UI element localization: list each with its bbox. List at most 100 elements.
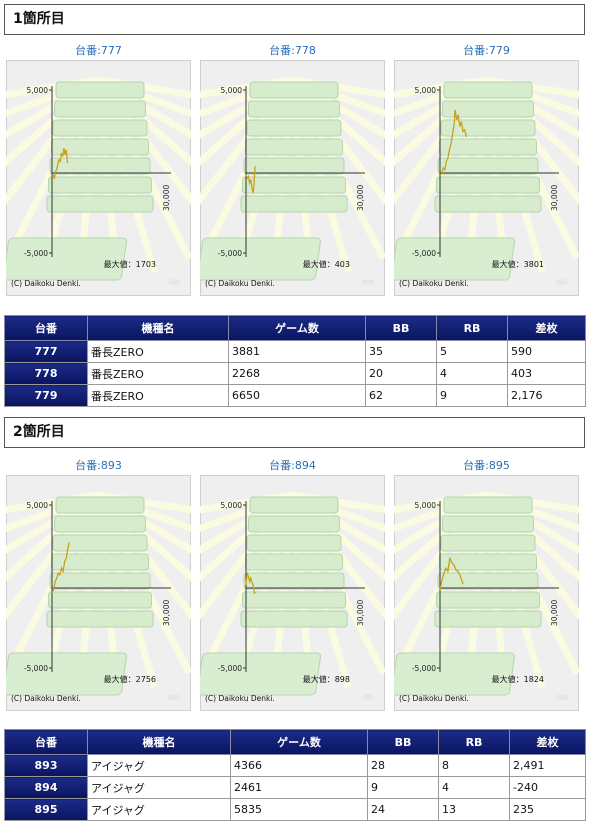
decor-panel xyxy=(440,119,536,137)
y-tick-label: -5,000 xyxy=(24,249,48,258)
decor-panel xyxy=(442,515,534,533)
table-row: 778 番長ZERO 2268 20 4 403 xyxy=(4,362,586,385)
cell-number[interactable]: 895 xyxy=(4,798,88,821)
x-tick-label: 30,000 xyxy=(356,600,365,626)
decor-ball xyxy=(556,279,568,285)
cell-model: アイジャグ xyxy=(87,798,231,821)
table-row: 779 番長ZERO 6650 62 9 2,176 xyxy=(4,384,586,407)
max-value-label: 最大値：3801 xyxy=(492,259,544,269)
copyright-label: (C) Daikoku Denki. xyxy=(399,279,469,288)
decor-panel xyxy=(54,515,146,533)
x-tick-label: 30,000 xyxy=(162,185,171,211)
cell-number[interactable]: 893 xyxy=(4,754,88,777)
y-tick-label: -5,000 xyxy=(412,249,436,258)
decor-panel xyxy=(54,100,146,118)
decor-panel xyxy=(440,534,536,552)
header-model: 機種名 xyxy=(87,315,229,341)
cell-games: 5835 xyxy=(230,798,368,821)
header-games: ゲーム数 xyxy=(228,315,366,341)
copyright-label: (C) Daikoku Denki. xyxy=(11,694,81,703)
cell-number[interactable]: 779 xyxy=(4,384,88,407)
series-line xyxy=(245,572,257,595)
decor-base xyxy=(394,652,515,696)
decor-panel xyxy=(240,610,348,628)
header-rb: RB xyxy=(436,315,508,341)
cell-number[interactable]: 778 xyxy=(4,362,88,385)
series-line xyxy=(439,109,468,176)
decor-panel xyxy=(246,119,342,137)
chart-svg: 5,000 -5,000 30,000 最大値：1703 (C) Daikoku Den… xyxy=(6,60,191,296)
chart-label: 台番:778 xyxy=(269,44,316,57)
decor-base xyxy=(200,237,321,281)
y-tick-label: 5,000 xyxy=(415,501,437,510)
chart-svg: 5,000 -5,000 30,000 最大値：403 (C) Daikoku Denk… xyxy=(200,60,385,296)
decor-base xyxy=(394,237,515,281)
decor-ball xyxy=(362,694,374,700)
cell-model: 番長ZERO xyxy=(87,340,229,363)
cell-rb: 4 xyxy=(436,362,508,385)
cell-diff: 403 xyxy=(507,362,586,385)
cell-model: アイジャグ xyxy=(87,776,231,799)
decor-panel xyxy=(248,515,340,533)
results-table-1: 台番 機種名 ゲーム数 BB RB 差枚 777 番長ZERO 3881 35 … xyxy=(4,315,586,407)
decor-panel xyxy=(52,119,148,137)
series-line xyxy=(51,542,70,594)
header-number: 台番 xyxy=(4,315,88,341)
cell-bb: 62 xyxy=(365,384,437,407)
max-value-label: 最大値：1703 xyxy=(104,259,156,269)
decor-panel xyxy=(243,572,345,590)
cell-games: 2268 xyxy=(228,362,366,385)
header-bb: BB xyxy=(365,315,437,341)
header-diff: 差枚 xyxy=(509,729,586,755)
max-value-label: 最大値：2756 xyxy=(104,674,156,684)
y-tick-label: 5,000 xyxy=(27,501,49,510)
copyright-label: (C) Daikoku Denki. xyxy=(399,694,469,703)
cell-games: 6650 xyxy=(228,384,366,407)
y-tick-label: -5,000 xyxy=(218,664,242,673)
decor-panel xyxy=(46,610,154,628)
cell-model: 番長ZERO xyxy=(87,362,229,385)
cell-games: 2461 xyxy=(230,776,368,799)
decor-panel xyxy=(52,534,148,552)
decor-ball xyxy=(362,279,374,285)
decor-ball xyxy=(168,694,180,700)
cell-diff: 2,491 xyxy=(509,754,586,777)
decor-panel xyxy=(242,591,346,609)
decor-panel xyxy=(249,496,339,514)
x-tick-label: 30,000 xyxy=(550,185,559,211)
max-value-label: 最大値：403 xyxy=(303,259,350,269)
cell-diff: 2,176 xyxy=(507,384,586,407)
decor-base xyxy=(6,652,127,696)
cell-number[interactable]: 777 xyxy=(4,340,88,363)
x-tick-label: 30,000 xyxy=(356,185,365,211)
chart-label: 台番:894 xyxy=(269,459,316,472)
chart-label: 台番:779 xyxy=(463,44,510,57)
decor-panel xyxy=(437,157,539,175)
header-number: 台番 xyxy=(4,729,88,755)
decor-panel xyxy=(442,100,534,118)
table-row: 893 アイジャグ 4366 28 8 2,491 xyxy=(4,754,586,777)
header-diff: 差枚 xyxy=(507,315,586,341)
chart-svg: 5,000 -5,000 30,000 最大値：2756 (C) Daikoku Den… xyxy=(6,475,191,711)
chart-label: 台番:895 xyxy=(463,459,510,472)
decor-ball xyxy=(556,694,568,700)
decor-panel xyxy=(55,496,145,514)
decor-ball xyxy=(168,279,180,285)
y-tick-label: -5,000 xyxy=(412,664,436,673)
decor-panel xyxy=(436,591,540,609)
decor-panel xyxy=(439,553,537,571)
table-header-row: 台番 機種名 ゲーム数 BB RB 差枚 xyxy=(4,315,586,341)
y-tick-label: -5,000 xyxy=(218,249,242,258)
cell-rb: 4 xyxy=(438,776,510,799)
section-title-1: 1箇所目 xyxy=(4,4,585,35)
chart-svg: 5,000 -5,000 30,000 最大値：3801 (C) Daikoku Den… xyxy=(394,60,579,296)
header-model: 機種名 xyxy=(87,729,231,755)
chart-label: 台番:893 xyxy=(75,459,122,472)
chart-svg: 5,000 -5,000 30,000 最大値：1824 (C) Daikoku Den… xyxy=(394,475,579,711)
chart-label: 台番:777 xyxy=(75,44,122,57)
x-tick-label: 30,000 xyxy=(162,600,171,626)
cell-rb: 5 xyxy=(436,340,508,363)
max-value-label: 最大値：1824 xyxy=(492,674,544,684)
cell-number[interactable]: 894 xyxy=(4,776,88,799)
cell-diff: 590 xyxy=(507,340,586,363)
